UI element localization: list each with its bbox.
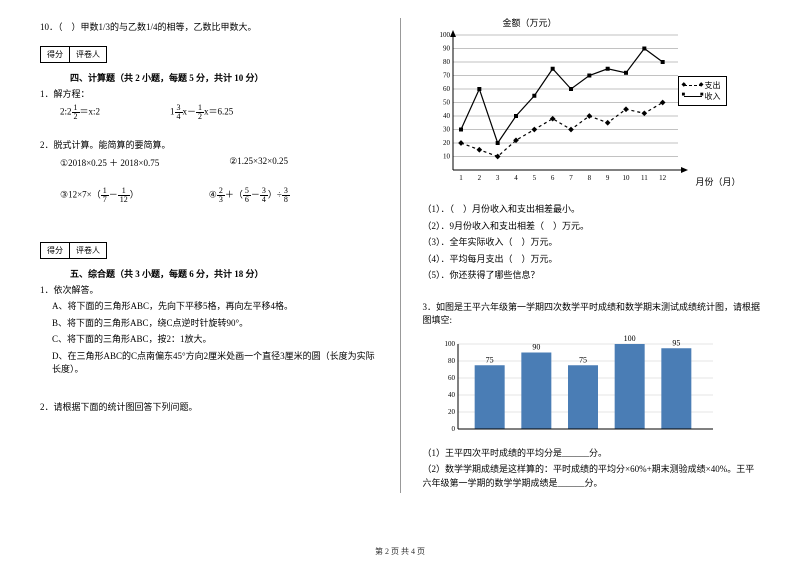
score-box-2: 得分 评卷人 [40, 242, 107, 259]
line-chart: 102030405060708090100 123456789101112 支出… [423, 20, 723, 200]
equation-row-1: 2:212＝x:2 134x－12x＝6.25 [60, 104, 378, 121]
svg-text:10: 10 [622, 174, 630, 182]
svg-text:20: 20 [443, 139, 451, 147]
svg-text:10: 10 [443, 153, 451, 161]
score-label: 得分 [41, 47, 70, 62]
svg-text:60: 60 [443, 85, 451, 93]
grader-label: 评卷人 [70, 47, 106, 62]
q5-1d: D、在三角形ABC的C点南偏东45°方向2厘米处画一个直径3厘米的圆（长度为实际… [52, 350, 378, 377]
page-footer: 第 2 页 共 4 页 [0, 546, 800, 557]
score-box-1: 得分 评卷人 [40, 46, 107, 63]
q3-b: （2）数学学期成绩是这样算的：平时成绩的平均分×60%+期末测验成绩×40%。王… [423, 463, 761, 490]
q5-1: 1．依次解答。 [40, 284, 378, 298]
score-label: 得分 [41, 243, 70, 258]
svg-text:75: 75 [485, 355, 493, 364]
legend-income: 收入 [705, 91, 721, 102]
svg-text:80: 80 [443, 58, 451, 66]
q5-1c: C、将下面的三角形ABC，按2：1放大。 [52, 333, 378, 347]
svg-text:100: 100 [439, 31, 450, 39]
chart1-legend: 支出 收入 [678, 76, 727, 106]
svg-text:60: 60 [448, 374, 456, 382]
svg-text:1: 1 [459, 174, 463, 182]
svg-text:3: 3 [495, 174, 499, 182]
grader-label: 评卷人 [70, 243, 106, 258]
svg-text:90: 90 [532, 342, 540, 351]
svg-text:6: 6 [550, 174, 554, 182]
r-q2: （2）．9月份收入和支出相差（ ）万元。 [423, 220, 761, 234]
q3-a: （1）王平四次平时成绩的平均分是______分。 [423, 447, 761, 461]
legend-expense: 支出 [705, 80, 721, 91]
svg-text:80: 80 [448, 357, 456, 365]
section-4-title: 四、计算题（共 2 小题，每题 5 分，共计 10 分） [70, 71, 378, 84]
section-5-title: 五、综合题（共 3 小题，每题 6 分，共计 18 分） [70, 267, 378, 280]
r-q5: （5）．你还获得了哪些信息？ [423, 269, 761, 283]
svg-text:0: 0 [451, 425, 455, 433]
svg-text:50: 50 [443, 99, 451, 107]
svg-text:2: 2 [477, 174, 481, 182]
svg-text:9: 9 [605, 174, 609, 182]
question-10: 10．（ ）甲数1/3的与乙数1/4的相等，乙数比甲数大。 [40, 21, 378, 35]
calc-row-1: ①2018×0.25 ＋ 2018×0.75 ②1.25×32×0.25 [60, 156, 378, 169]
chart1-x-title: 月份（月） [695, 175, 740, 188]
r-q3: （3）．全年实际收入（ ）万元。 [423, 236, 761, 250]
svg-text:20: 20 [448, 408, 456, 416]
r-q4: （4）．平均每月支出（ ）万元。 [423, 253, 761, 267]
svg-text:4: 4 [514, 174, 518, 182]
bar-chart: 0 20 40 60 80 100 75 90 75 100 95 [433, 334, 723, 444]
legend-solid-icon [684, 96, 702, 97]
svg-text:75: 75 [579, 355, 587, 364]
q4-2: 2．脱式计算。能简算的要简算。 [40, 139, 378, 153]
svg-text:30: 30 [443, 126, 451, 134]
q3-intro: 3．如图是王平六年级第一学期四次数学平时成绩和数学期末测试成绩统计图，请根据图填… [423, 301, 761, 328]
legend-dash-icon [684, 85, 702, 86]
svg-text:40: 40 [443, 112, 451, 120]
svg-text:100: 100 [623, 334, 635, 343]
right-column: 金额（万元） 102030405060708090100 12345678910… [423, 18, 761, 493]
r-q1: （1）．（ ）月份收入和支出相差最小。 [423, 203, 761, 217]
q5-1b: B、将下面的三角形ABC，绕C点逆时针旋转90°。 [52, 317, 378, 331]
svg-text:7: 7 [569, 174, 573, 182]
svg-text:70: 70 [443, 72, 451, 80]
left-column: 10．（ ）甲数1/3的与乙数1/4的相等，乙数比甲数大。 得分 评卷人 四、计… [40, 18, 378, 493]
svg-text:12: 12 [659, 174, 667, 182]
calc2: ②1.25×32×0.25 [229, 156, 288, 169]
calc-row-2: ③12×7×（17－112） ④23＋（56－34）÷38 [60, 187, 378, 204]
svg-text:5: 5 [532, 174, 536, 182]
calc1: ①2018×0.25 ＋ 2018×0.75 [60, 156, 159, 169]
calc3: ③12×7×（17－112） [60, 187, 139, 204]
calc4: ④23＋（56－34）÷38 [209, 187, 290, 204]
eq2: 134x－12x＝6.25 [170, 104, 233, 121]
eq1: 2:212＝x:2 [60, 104, 100, 121]
q5-1a: A、将下面的三角形ABC，先向下平移5格，再向左平移4格。 [52, 300, 378, 314]
column-divider [400, 18, 401, 493]
svg-text:8: 8 [587, 174, 591, 182]
q4-1: 1．解方程： [40, 88, 378, 102]
svg-text:40: 40 [448, 391, 456, 399]
svg-text:100: 100 [444, 340, 455, 348]
svg-text:95: 95 [672, 338, 680, 347]
svg-text:11: 11 [640, 174, 647, 182]
q5-2: 2．请根据下面的统计图回答下列问题。 [40, 401, 378, 415]
svg-text:90: 90 [443, 45, 451, 53]
